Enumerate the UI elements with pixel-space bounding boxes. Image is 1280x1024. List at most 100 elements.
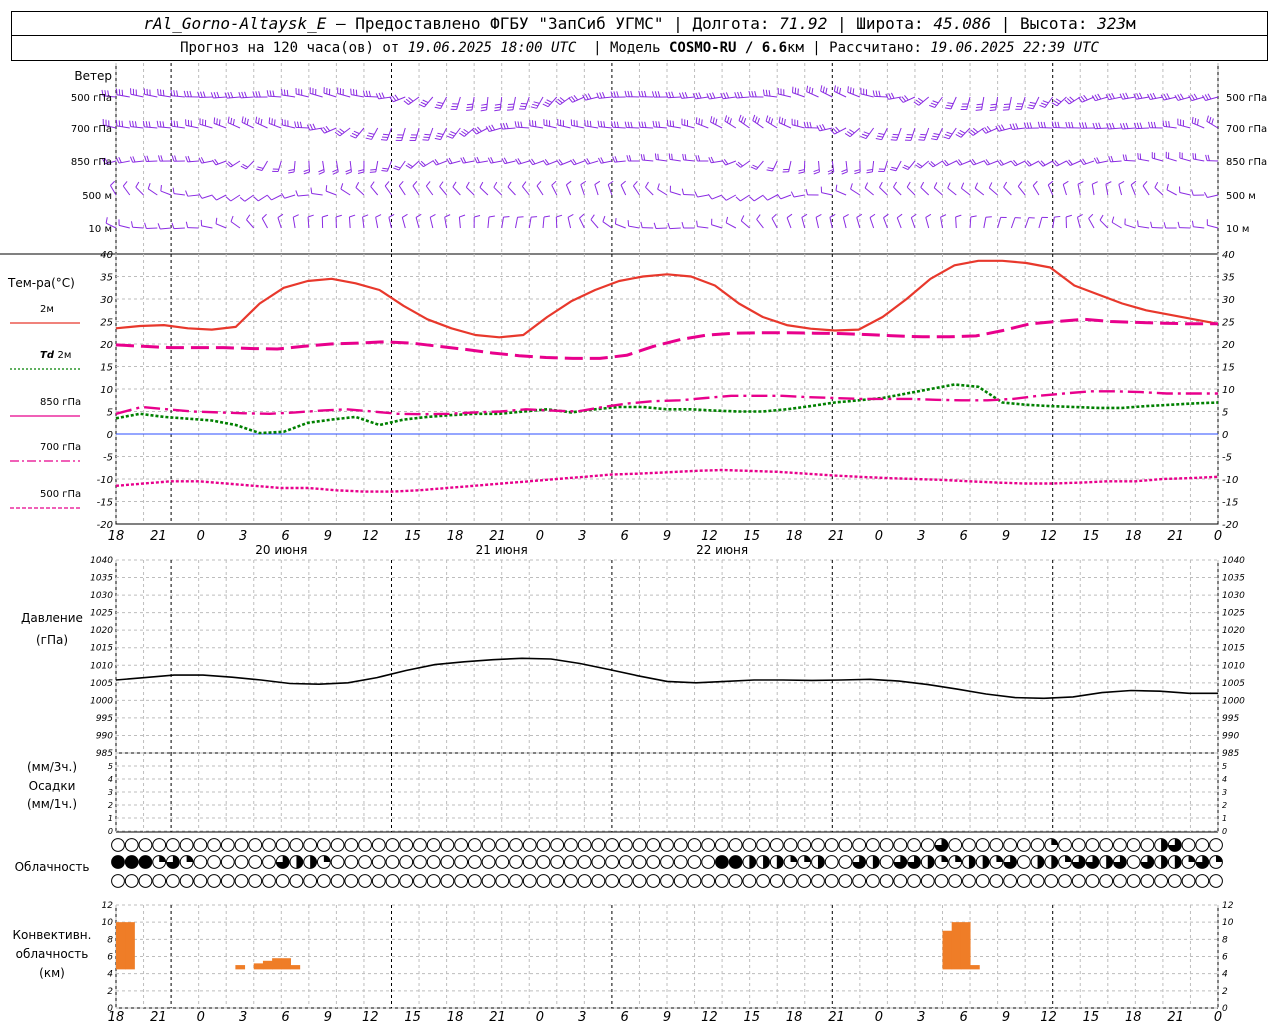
wind-barb-flag bbox=[1204, 192, 1208, 198]
wind-barb-flag bbox=[189, 90, 192, 97]
wind-barb-staff bbox=[384, 185, 392, 196]
cloud-symbol bbox=[893, 874, 908, 888]
cloud-circle bbox=[824, 855, 839, 869]
wind-barb bbox=[452, 181, 461, 196]
wind-barb-flag bbox=[806, 85, 809, 92]
cloud-circle bbox=[522, 874, 537, 888]
wind-barb bbox=[856, 213, 863, 229]
cloud-symbol bbox=[687, 874, 702, 888]
temp-tick-left: 25 bbox=[100, 318, 113, 329]
wind-barb-staff bbox=[173, 193, 185, 196]
wind-barb-flag bbox=[616, 121, 619, 128]
wind-level-right: 700 гПа bbox=[1226, 124, 1267, 135]
wind-barb-flag bbox=[515, 158, 520, 165]
wind-barb-flag bbox=[1029, 101, 1036, 105]
press-tick-right: 1015 bbox=[1222, 644, 1245, 654]
cloud-symbol bbox=[152, 855, 167, 869]
wind-barb-staff bbox=[895, 160, 902, 171]
cloud-circle bbox=[193, 855, 208, 869]
wind-barb-flag bbox=[293, 214, 299, 218]
wind-barb bbox=[883, 213, 889, 229]
wind-barb-flag bbox=[1154, 181, 1159, 188]
cloud-symbol bbox=[989, 838, 1004, 852]
wind-barb bbox=[450, 96, 461, 110]
conv-bar bbox=[125, 922, 135, 970]
wind-barb-staff bbox=[310, 92, 323, 98]
wind-barb-flag bbox=[1137, 153, 1139, 160]
wind-barb-staff bbox=[752, 120, 764, 129]
cloud-symbol bbox=[948, 838, 963, 852]
wind-barb-flag bbox=[630, 121, 633, 128]
wind-barb-staff bbox=[842, 217, 847, 229]
cloud-symbol bbox=[509, 874, 523, 888]
wind-barb-flag bbox=[322, 126, 328, 133]
wind-barb bbox=[1091, 93, 1108, 102]
wind-barb-flag bbox=[866, 171, 873, 174]
wind-barb-staff bbox=[1163, 125, 1177, 129]
cloud-circle bbox=[811, 838, 825, 852]
cloud-symbol bbox=[166, 838, 180, 852]
wind-barb-staff bbox=[988, 187, 998, 196]
cloud-fill bbox=[1188, 855, 1195, 862]
cloud-circle bbox=[303, 874, 318, 888]
wind-barb-staff bbox=[1096, 160, 1108, 164]
wind-barb-staff bbox=[883, 217, 888, 229]
wind-barb bbox=[1038, 216, 1048, 229]
wind-barb-flag bbox=[160, 155, 164, 162]
wind-barb-flag bbox=[1160, 94, 1165, 101]
precip-title: Осадки bbox=[29, 779, 76, 793]
cloud-circle bbox=[783, 838, 798, 852]
conv-tick-left: 8 bbox=[107, 935, 113, 945]
cloud-circle bbox=[1113, 874, 1127, 888]
wind-barb-flag bbox=[258, 91, 261, 98]
wind-barb-flag bbox=[665, 91, 669, 98]
wind-barb-staff bbox=[801, 217, 806, 229]
wind-barb-flag bbox=[135, 181, 140, 188]
wind-barb-staff bbox=[1192, 122, 1205, 129]
wind-barb-flag bbox=[398, 180, 404, 187]
cloud-symbol bbox=[989, 855, 1004, 869]
wind-barb bbox=[466, 96, 475, 111]
wind-barb bbox=[157, 88, 172, 98]
wind-barb-flag bbox=[129, 120, 132, 127]
cloud-circle bbox=[1195, 838, 1210, 852]
wind-barb-flag bbox=[638, 90, 641, 97]
wind-barb-staff bbox=[171, 125, 185, 129]
wind-barb-flag bbox=[101, 89, 104, 96]
wind-barb-flag bbox=[444, 214, 451, 218]
cloud-symbol bbox=[852, 855, 867, 869]
cloud-circle bbox=[371, 874, 386, 888]
wind-barb-flag bbox=[1051, 102, 1058, 107]
wind-barb-flag bbox=[1150, 121, 1154, 128]
wind-barb-staff bbox=[410, 160, 420, 169]
wind-barb-flag bbox=[768, 116, 771, 123]
wind-barb-staff bbox=[427, 127, 434, 141]
cloud-circle bbox=[399, 838, 414, 852]
wind-barb-flag bbox=[1099, 214, 1104, 221]
wind-barb bbox=[565, 180, 572, 196]
wind-barb-staff bbox=[348, 216, 351, 229]
wind-barb-flag bbox=[681, 222, 685, 229]
wind-barb-flag bbox=[407, 163, 413, 168]
wind-barb-flag bbox=[543, 215, 551, 218]
cloud-symbol bbox=[618, 874, 633, 888]
time-tick: 6 bbox=[281, 529, 289, 544]
wind-barb-flag bbox=[185, 221, 189, 228]
wind-barb-flag bbox=[813, 169, 820, 173]
wind-level-right: 850 гПа bbox=[1226, 157, 1267, 168]
wind-barb bbox=[143, 88, 158, 98]
wind-barb-flag bbox=[246, 118, 249, 125]
temp-series-line bbox=[115, 383, 1219, 435]
cloud-symbol bbox=[948, 855, 963, 869]
wind-barb bbox=[611, 121, 626, 129]
wind-barb-flag bbox=[110, 180, 116, 186]
cloud-symbol bbox=[1044, 855, 1059, 869]
cloud-symbol bbox=[550, 855, 565, 869]
wind-barb-staff bbox=[628, 225, 640, 229]
wind-barb-flag bbox=[975, 109, 982, 111]
wind-barb-flag bbox=[286, 89, 289, 96]
wind-barb-staff bbox=[261, 160, 268, 171]
precip-tick-right: 2 bbox=[1222, 801, 1227, 810]
wind-barb-flag bbox=[594, 180, 601, 185]
wind-barb bbox=[864, 182, 874, 196]
